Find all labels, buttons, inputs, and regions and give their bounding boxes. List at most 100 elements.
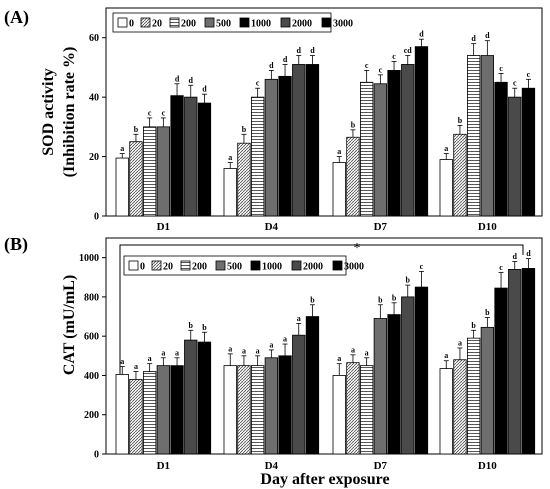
bar bbox=[453, 133, 467, 217]
legend-entry-label: 500 bbox=[216, 19, 231, 30]
panel-a-x-axis: D1 D4 D7 D10 bbox=[157, 221, 498, 233]
significance-letter: a bbox=[444, 351, 448, 360]
legend-swatch bbox=[204, 17, 215, 28]
significance-bracket: * bbox=[119, 241, 524, 398]
bar bbox=[494, 81, 508, 217]
significance-letter: a bbox=[337, 147, 341, 156]
x-category-label: D1 bbox=[157, 460, 170, 472]
bar bbox=[305, 64, 320, 217]
bar bbox=[278, 75, 292, 217]
significance-letter: c bbox=[527, 70, 531, 79]
significance-letter: d bbox=[283, 55, 288, 64]
bar bbox=[156, 365, 171, 455]
significance-letter: d bbox=[297, 46, 302, 55]
significance-letter: b bbox=[202, 323, 207, 332]
y-tick-label: 0 bbox=[94, 450, 99, 461]
bar bbox=[332, 375, 346, 455]
legend-entry-label: 3000 bbox=[344, 262, 364, 273]
bar bbox=[156, 126, 171, 217]
bar bbox=[480, 55, 495, 217]
bar bbox=[359, 81, 374, 217]
significance-letter: a bbox=[228, 153, 232, 162]
significance-letter: a bbox=[337, 354, 341, 363]
significance-letter: d bbox=[471, 34, 476, 43]
legend-entry-label: 0 bbox=[140, 262, 145, 273]
bar bbox=[250, 365, 265, 455]
x-category-label: D10 bbox=[478, 221, 497, 233]
bar bbox=[142, 371, 157, 455]
bar bbox=[346, 362, 360, 455]
y-tick-label: 0 bbox=[94, 212, 99, 223]
bar bbox=[401, 296, 415, 455]
bar bbox=[264, 357, 279, 455]
significance-letter: a bbox=[444, 144, 448, 153]
bar bbox=[508, 269, 522, 455]
bar bbox=[359, 365, 374, 455]
legend-entry-label: 500 bbox=[227, 262, 242, 273]
bar bbox=[237, 142, 251, 217]
legend-swatch bbox=[117, 17, 128, 28]
significance-letter: c bbox=[162, 108, 166, 117]
significance-letter: d bbox=[526, 249, 531, 258]
x-category-label: D7 bbox=[374, 460, 388, 472]
significance-letter: a bbox=[458, 338, 462, 347]
significance-letter: c bbox=[513, 79, 517, 88]
bar bbox=[414, 286, 429, 455]
significance-letter: a bbox=[161, 348, 165, 357]
legend-swatch bbox=[140, 17, 151, 28]
significance-letter: c bbox=[499, 64, 503, 73]
legend-swatch bbox=[180, 260, 191, 271]
significance-letter: a bbox=[134, 362, 138, 371]
bar bbox=[466, 337, 481, 455]
bar bbox=[129, 378, 143, 455]
significance-letter: d bbox=[202, 85, 207, 94]
bar bbox=[466, 55, 481, 217]
significance-letter: d bbox=[189, 76, 194, 85]
legend-swatch bbox=[151, 260, 162, 271]
bar bbox=[373, 83, 388, 217]
significance-letter: a bbox=[120, 357, 124, 366]
significance-letter: c bbox=[392, 52, 396, 61]
bar bbox=[439, 368, 453, 455]
legend-swatch bbox=[128, 260, 139, 271]
significance-letter: a bbox=[148, 354, 152, 363]
significance-letter: a bbox=[228, 344, 232, 353]
significance-letter: b bbox=[458, 116, 463, 125]
bar bbox=[184, 339, 198, 455]
y-tick-label: 800 bbox=[84, 292, 99, 303]
significance-letter: a bbox=[120, 144, 124, 153]
bar bbox=[401, 64, 415, 217]
bar bbox=[223, 168, 237, 217]
panel-b-x-axis: D1 D4 D7 D10 bbox=[157, 460, 498, 472]
bar bbox=[250, 96, 265, 217]
legend-entry-label: 3000 bbox=[333, 19, 353, 30]
x-category-label: D4 bbox=[265, 221, 279, 233]
bar bbox=[521, 87, 536, 217]
bar bbox=[129, 141, 143, 217]
significance-letter: b bbox=[392, 293, 397, 302]
bar bbox=[197, 102, 212, 217]
bar bbox=[264, 78, 279, 217]
significance-letter: a bbox=[256, 346, 260, 355]
bar bbox=[414, 46, 429, 217]
legend-entry-label: 20 bbox=[163, 262, 173, 273]
significance-letter: b bbox=[134, 125, 139, 134]
panel-b-label: (B) bbox=[4, 234, 28, 255]
bar bbox=[494, 287, 508, 455]
bar bbox=[292, 64, 306, 217]
bar bbox=[387, 314, 401, 455]
legend-swatch bbox=[321, 17, 332, 28]
panel-b-plot-frame bbox=[105, 237, 543, 455]
x-category-label: D7 bbox=[374, 221, 388, 233]
bar bbox=[373, 318, 388, 455]
bar bbox=[346, 136, 360, 217]
significance-letter: d bbox=[310, 46, 315, 55]
bar bbox=[223, 365, 237, 455]
bar bbox=[521, 268, 536, 455]
significance-letter: b bbox=[406, 276, 411, 285]
significance-letter: d bbox=[269, 61, 274, 70]
bar bbox=[439, 159, 453, 217]
significance-letter: d bbox=[513, 252, 518, 261]
